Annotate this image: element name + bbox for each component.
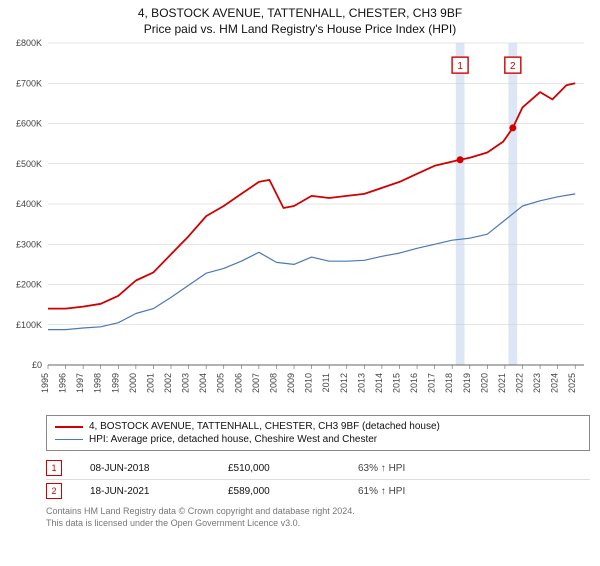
x-tick-label: 1998 <box>93 373 103 393</box>
x-tick-label: 2017 <box>427 373 437 393</box>
x-tick-label: 1996 <box>58 373 68 393</box>
x-tick-label: 2009 <box>286 373 296 393</box>
x-tick-label: 2020 <box>479 373 489 393</box>
x-tick-label: 2003 <box>181 373 191 393</box>
x-tick-label: 1995 <box>40 373 50 393</box>
x-tick-label: 2001 <box>145 373 155 393</box>
sales-table: 1 08-JUN-2018 £510,000 63% ↑ HPI 2 18-JUN-202… <box>46 457 590 502</box>
chart-title: 4, BOSTOCK AVENUE, TATTENHALL, CHESTER, … <box>0 6 600 37</box>
legend: 4, BOSTOCK AVENUE, TATTENHALL, CHESTER, … <box>46 415 590 451</box>
marker-dot <box>509 125 516 132</box>
chart-area: £0£100K£200K£300K£400K£500K£600K£700K£80… <box>46 37 590 407</box>
x-tick-label: 2005 <box>216 373 226 393</box>
x-tick-label: 2018 <box>444 373 454 393</box>
sales-date: 18-JUN-2021 <box>90 486 210 497</box>
legend-swatch <box>55 439 83 440</box>
legend-label: HPI: Average price, detached house, Ches… <box>89 434 377 445</box>
legend-label: 4, BOSTOCK AVENUE, TATTENHALL, CHESTER, … <box>89 421 440 432</box>
marker-label: 1 <box>457 61 463 72</box>
title-line-2: Price paid vs. HM Land Registry's House … <box>0 22 600 38</box>
footnote-line-1: Contains HM Land Registry data © Crown c… <box>46 506 590 518</box>
footnote-line-2: This data is licensed under the Open Gov… <box>46 518 590 530</box>
x-tick-label: 2011 <box>321 373 331 392</box>
x-tick-label: 2004 <box>198 373 208 393</box>
x-tick-label: 2010 <box>304 373 314 393</box>
y-tick-label: £700K <box>16 78 42 88</box>
marker-label: 2 <box>510 61 516 72</box>
x-tick-label: 1997 <box>75 373 85 393</box>
marker-dot <box>457 156 464 163</box>
x-tick-label: 2015 <box>391 373 401 393</box>
y-tick-label: £200K <box>16 280 42 290</box>
x-tick-label: 2014 <box>374 373 384 393</box>
sales-row: 2 18-JUN-2021 £589,000 61% ↑ HPI <box>46 480 590 502</box>
line-chart: £0£100K£200K£300K£400K£500K£600K£700K£80… <box>46 37 590 407</box>
x-tick-label: 2023 <box>532 373 542 393</box>
legend-item: 4, BOSTOCK AVENUE, TATTENHALL, CHESTER, … <box>55 420 581 433</box>
y-tick-label: £400K <box>16 199 42 209</box>
sales-date: 08-JUN-2018 <box>90 463 210 474</box>
x-tick-label: 2022 <box>514 373 524 393</box>
x-tick-label: 2021 <box>497 373 507 393</box>
x-tick-label: 2019 <box>462 373 472 393</box>
sales-pct: 63% ↑ HPI <box>358 463 478 474</box>
x-tick-label: 2024 <box>550 373 560 393</box>
sales-marker: 1 <box>46 460 62 476</box>
x-tick-label: 2013 <box>356 373 366 393</box>
y-tick-label: £100K <box>16 320 42 330</box>
x-tick-label: 2008 <box>268 373 278 393</box>
x-tick-label: 2000 <box>128 373 138 393</box>
x-tick-label: 2002 <box>163 373 173 393</box>
sales-price: £589,000 <box>228 486 340 497</box>
y-tick-label: £300K <box>16 239 42 249</box>
legend-swatch <box>55 426 83 428</box>
sales-pct: 61% ↑ HPI <box>358 486 478 497</box>
x-tick-label: 2012 <box>339 373 349 393</box>
footnote: Contains HM Land Registry data © Crown c… <box>46 506 590 529</box>
x-tick-label: 2025 <box>567 373 577 393</box>
x-tick-label: 1999 <box>110 373 120 393</box>
sales-marker: 2 <box>46 483 62 499</box>
sales-row: 1 08-JUN-2018 £510,000 63% ↑ HPI <box>46 457 590 480</box>
y-tick-label: £800K <box>16 38 42 48</box>
y-tick-label: £600K <box>16 119 42 129</box>
x-tick-label: 2006 <box>233 373 243 393</box>
y-tick-label: £0 <box>32 360 42 370</box>
sales-price: £510,000 <box>228 463 340 474</box>
x-tick-label: 2007 <box>251 373 261 393</box>
y-tick-label: £500K <box>16 159 42 169</box>
legend-item: HPI: Average price, detached house, Ches… <box>55 433 581 446</box>
x-tick-label: 2016 <box>409 373 419 393</box>
title-line-1: 4, BOSTOCK AVENUE, TATTENHALL, CHESTER, … <box>0 6 600 22</box>
chart-container: 4, BOSTOCK AVENUE, TATTENHALL, CHESTER, … <box>0 6 600 566</box>
